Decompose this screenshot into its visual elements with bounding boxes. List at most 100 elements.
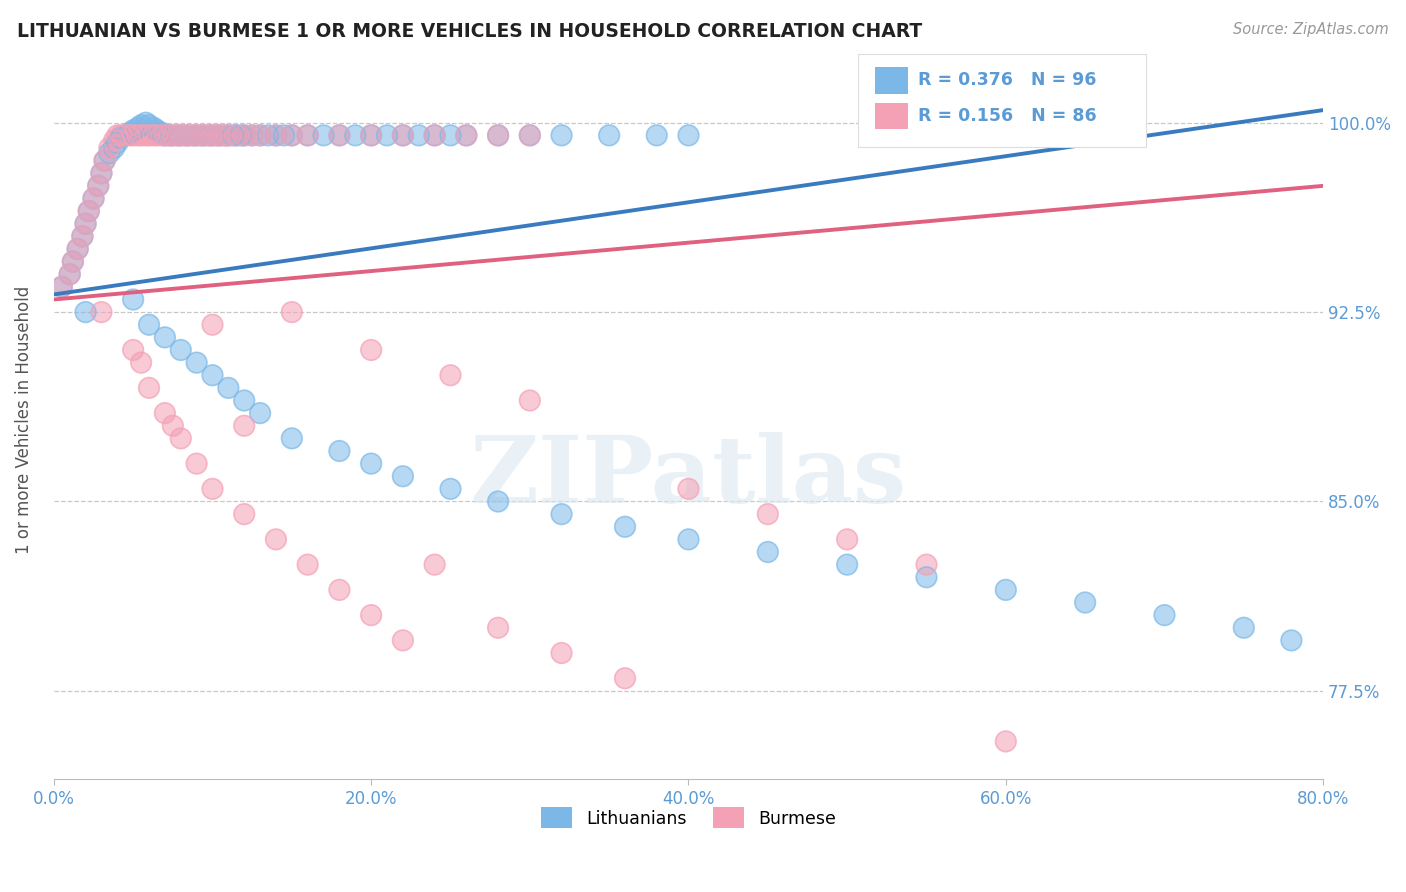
Point (456, 128, 478, 143)
Point (110, 128, 132, 143)
Point (129, 118, 152, 132)
Point (375, 128, 398, 143)
Point (122, 123, 145, 137)
Point (129, 128, 152, 143)
Point (77, 204, 100, 219)
Point (281, 305, 304, 319)
Point (183, 128, 205, 143)
Point (439, 128, 461, 143)
Point (198, 128, 221, 143)
Point (138, 318, 160, 332)
Point (328, 444, 350, 458)
Point (456, 128, 478, 143)
Point (519, 128, 541, 143)
Point (233, 418, 256, 433)
Point (360, 128, 382, 143)
Point (297, 128, 319, 143)
Point (170, 128, 193, 143)
Point (217, 381, 239, 395)
Point (217, 381, 239, 395)
Point (75, 305, 97, 319)
Point (110, 131, 132, 145)
Point (214, 128, 236, 143)
Point (201, 318, 224, 332)
Point (312, 128, 335, 143)
Point (159, 128, 181, 143)
Point (519, 128, 541, 143)
Point (360, 457, 382, 471)
Point (186, 128, 208, 143)
Point (233, 418, 256, 433)
Point (233, 128, 256, 143)
Point (170, 128, 193, 143)
Point (153, 128, 176, 143)
Point (423, 558, 446, 572)
Point (105, 128, 128, 143)
Point (645, 128, 668, 143)
Point (83, 192, 105, 206)
Point (93, 153, 115, 168)
Point (328, 128, 350, 143)
Point (678, 128, 700, 143)
Point (162, 418, 184, 433)
Point (486, 494, 509, 508)
Point (486, 128, 509, 143)
Point (87, 178, 110, 193)
Point (281, 431, 304, 445)
Point (166, 128, 188, 143)
Point (150, 128, 173, 143)
Point (281, 128, 304, 143)
Point (360, 128, 382, 143)
Point (456, 128, 478, 143)
Point (1279, 633, 1302, 648)
Point (186, 128, 208, 143)
Point (66, 242, 89, 256)
Point (77, 204, 100, 219)
Point (915, 570, 938, 584)
Point (75, 217, 97, 231)
Point (62, 254, 84, 268)
Point (678, 482, 700, 496)
Point (328, 582, 350, 597)
Point (170, 431, 193, 445)
Point (229, 128, 252, 143)
Point (598, 128, 620, 143)
Point (153, 330, 176, 344)
Point (118, 128, 141, 143)
Point (392, 128, 415, 143)
Point (344, 128, 367, 143)
Point (83, 192, 105, 206)
Point (264, 128, 287, 143)
Point (138, 118, 160, 132)
Point (87, 178, 110, 193)
Point (77, 204, 100, 219)
Point (360, 457, 382, 471)
Point (519, 393, 541, 408)
Point (392, 469, 415, 483)
Point (59, 267, 82, 281)
Point (166, 128, 188, 143)
Point (59, 267, 82, 281)
Point (170, 128, 193, 143)
Point (550, 128, 572, 143)
Point (75, 305, 97, 319)
Point (233, 128, 256, 143)
Point (90, 305, 112, 319)
Point (614, 520, 637, 534)
Point (90, 166, 112, 180)
Point (209, 128, 232, 143)
Point (328, 128, 350, 143)
Point (222, 128, 245, 143)
Point (159, 128, 181, 143)
Point (51, 280, 73, 294)
Point (240, 128, 263, 143)
Point (90, 166, 112, 180)
Point (375, 128, 398, 143)
Point (281, 128, 304, 143)
Point (392, 469, 415, 483)
Point (233, 128, 256, 143)
Point (135, 128, 157, 143)
Point (193, 128, 215, 143)
Legend: Lithuanians, Burmese: Lithuanians, Burmese (534, 800, 842, 835)
Point (209, 128, 232, 143)
